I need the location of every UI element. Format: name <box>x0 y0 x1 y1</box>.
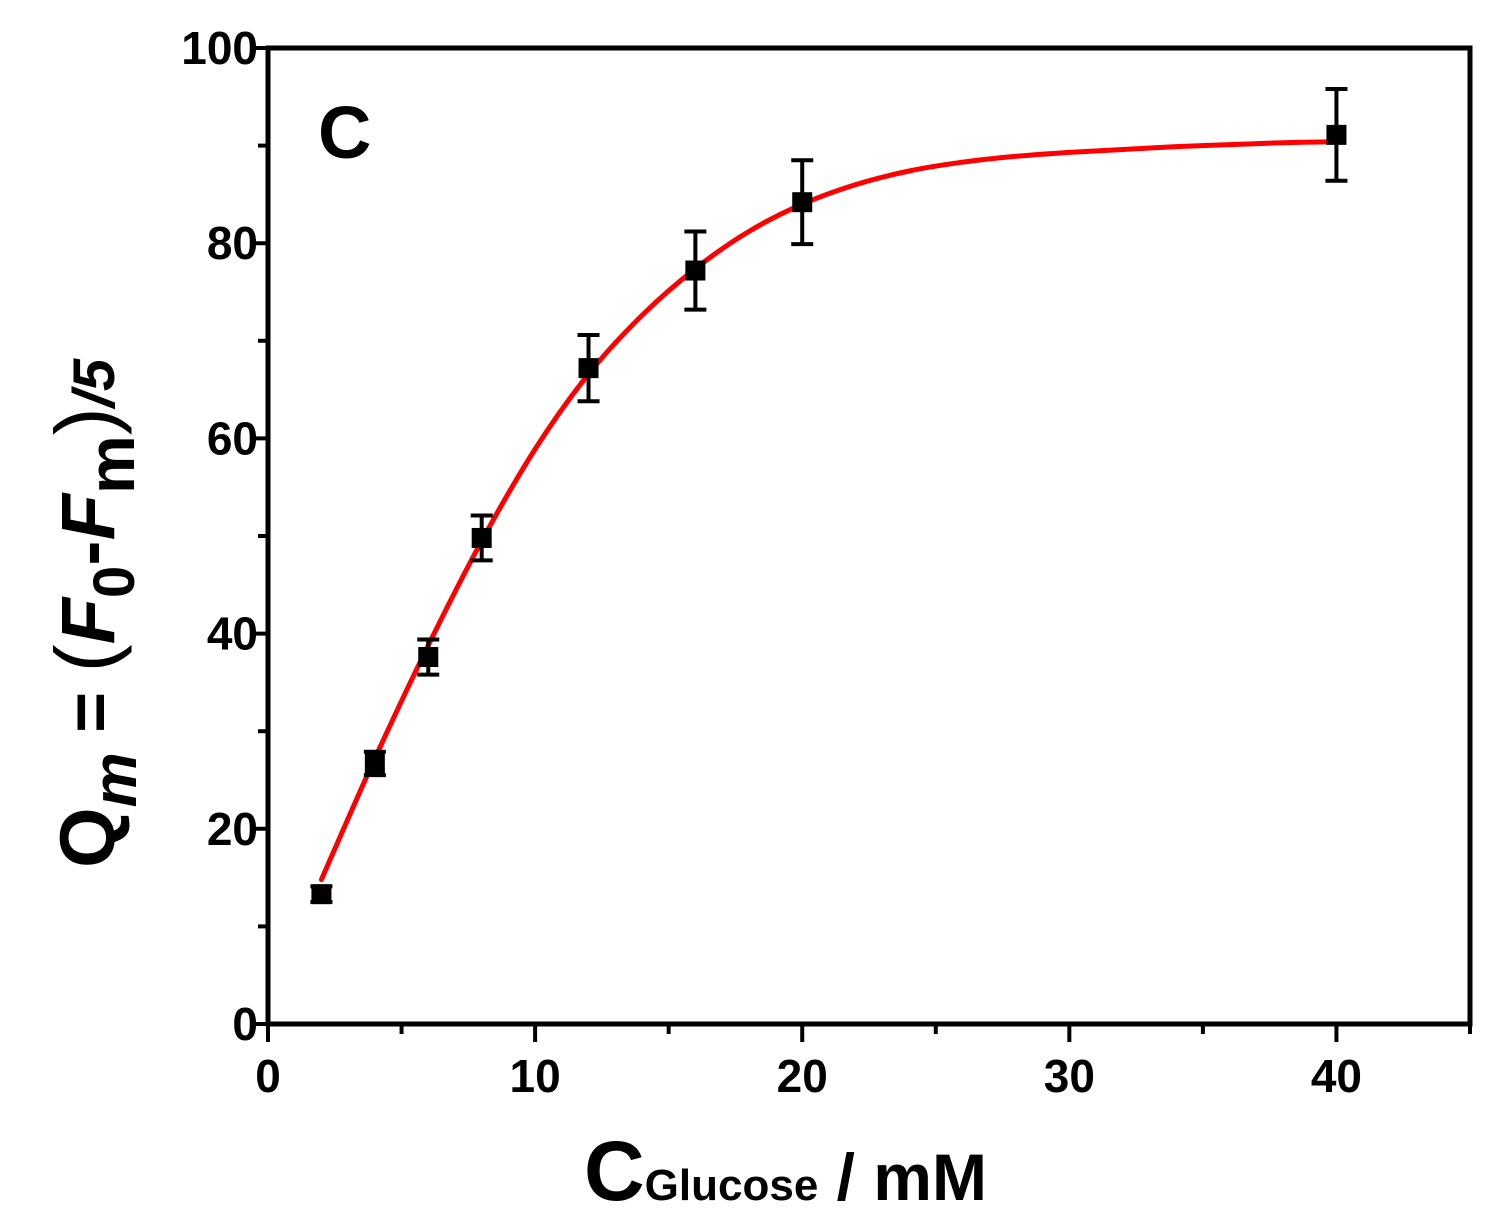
axes <box>250 45 1473 1042</box>
x-axis-title-unit: / mM <box>818 1140 987 1214</box>
fit-curve <box>318 139 1339 883</box>
x-tick-label: 0 <box>255 1050 281 1102</box>
fit-curve-layer <box>318 139 1339 883</box>
data-point <box>310 884 333 905</box>
y-title-eq: = <box>51 672 129 752</box>
y-title-f0: F <box>46 595 131 644</box>
x-axis-title-main: C <box>584 1124 645 1218</box>
square-marker <box>1326 124 1347 145</box>
data-points-layer <box>310 86 1348 905</box>
square-marker <box>471 527 492 548</box>
panel-label: C <box>318 91 371 174</box>
y-title-q: Q <box>43 807 131 868</box>
tick-labels-layer: 0 10 20 30 40 0 20 40 60 80 100 <box>181 22 1362 1102</box>
y-tick-label: 40 <box>207 608 258 660</box>
y-title-fm-sub: m <box>74 435 148 494</box>
x-tick-label: 20 <box>777 1050 828 1102</box>
x-axis-title-subscript: Glucose <box>645 1161 819 1210</box>
data-point <box>363 749 386 778</box>
y-title-rparen: ) <box>38 407 132 435</box>
square-marker <box>418 647 439 668</box>
y-title-fm: F <box>46 491 131 540</box>
y-tick-label: 60 <box>207 412 258 464</box>
data-point <box>684 229 707 312</box>
data-point <box>791 158 814 247</box>
data-point <box>1325 86 1348 183</box>
data-point <box>470 513 493 563</box>
x-tick-label: 40 <box>1311 1050 1362 1102</box>
y-tick-label: 80 <box>207 217 258 269</box>
y-title-minus: - <box>46 540 131 565</box>
square-marker <box>792 192 813 213</box>
y-tick-label: 100 <box>181 22 258 74</box>
y-title-f0-sub: 0 <box>82 566 147 598</box>
x-tick-label: 10 <box>510 1050 561 1102</box>
square-marker <box>578 358 599 379</box>
square-marker <box>311 884 332 905</box>
x-axis-title: CGlucose / mM <box>584 1124 987 1218</box>
y-tick-label: 0 <box>232 998 258 1050</box>
y-title-q-sub: m <box>81 752 150 807</box>
data-point <box>417 637 440 677</box>
plot-frame <box>265 45 1473 1027</box>
y-title-lparen: ( <box>38 644 132 672</box>
x-tick-label: 30 <box>1044 1050 1095 1102</box>
y-title-tail: /5 <box>62 358 127 410</box>
y-tick-label: 20 <box>207 803 258 855</box>
square-marker <box>364 753 385 774</box>
y-axis-title: Qm = (F0-Fm)/5 <box>38 358 150 868</box>
data-point <box>577 332 600 404</box>
square-marker <box>685 260 706 281</box>
